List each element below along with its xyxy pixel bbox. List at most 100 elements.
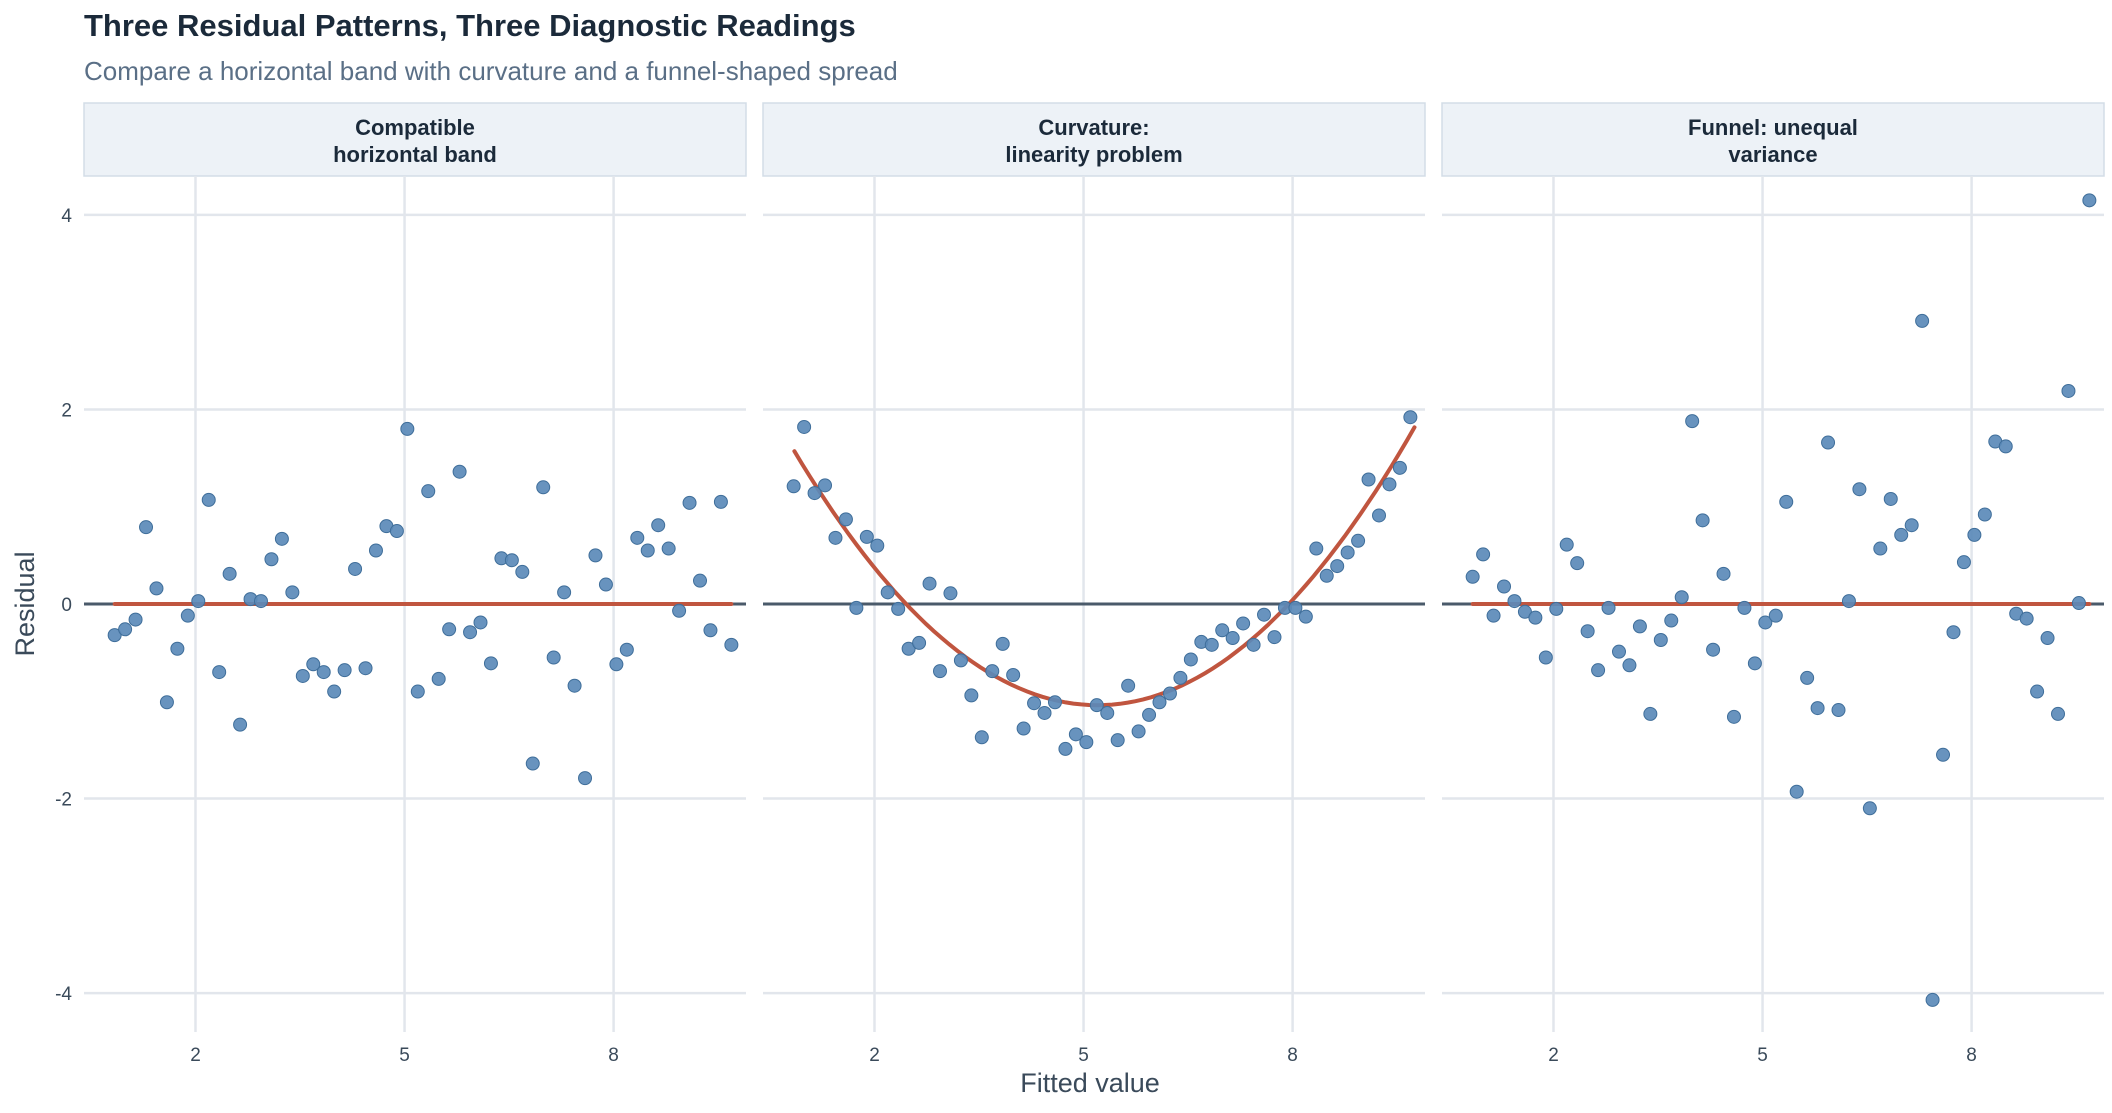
data-point [1873, 541, 1888, 556]
y-tick-label: -4 [55, 984, 72, 1005]
data-point [1016, 721, 1031, 736]
data-point [713, 494, 728, 509]
x-tick-label: 5 [1757, 1045, 1768, 1066]
data-point [159, 695, 174, 710]
y-tick-label: 2 [61, 400, 72, 421]
data-point [1507, 594, 1522, 609]
x-tick-label: 5 [399, 1045, 410, 1066]
data-point [985, 664, 1000, 679]
data-point [922, 576, 937, 591]
data-point [1925, 992, 1940, 1007]
data-point [2071, 596, 2086, 611]
chart-title: Three Residual Patterns, Three Diagnosti… [84, 8, 856, 43]
data-point [1936, 747, 1951, 762]
panel-2: Curvature:linearity problem 2 5 8 [762, 102, 1426, 1066]
data-point [1726, 709, 1741, 724]
data-point [1528, 610, 1543, 625]
data-point [2030, 684, 2045, 699]
data-point [180, 608, 195, 623]
data-point [222, 566, 237, 581]
data-point [1956, 555, 1971, 570]
data-point [1330, 559, 1345, 574]
data-point [630, 530, 645, 545]
data-point [515, 564, 530, 579]
data-point [901, 641, 916, 656]
data-point [295, 668, 310, 683]
data-point [1653, 632, 1668, 647]
data-point [703, 623, 718, 638]
data-point [1236, 616, 1251, 631]
data-point [1100, 705, 1115, 720]
data-point [818, 478, 833, 493]
data-point [327, 684, 342, 699]
data-point [609, 657, 624, 672]
data-point [400, 421, 415, 436]
data-point [1695, 513, 1710, 528]
data-point [274, 531, 289, 546]
data-point [1852, 482, 1867, 497]
data-point [1089, 698, 1104, 713]
data-point [1257, 607, 1272, 622]
panel-strip-title: Curvature: [1038, 115, 1149, 140]
data-point [1643, 706, 1658, 721]
data-point [1810, 701, 1825, 716]
data-point [1486, 608, 1501, 623]
data-point [1361, 472, 1376, 487]
data-point [891, 601, 906, 616]
data-point [849, 600, 864, 615]
x-tick-label: 5 [1078, 1045, 1089, 1066]
data-point [1288, 600, 1303, 615]
data-point [1831, 703, 1846, 718]
panel-strip-title: Compatible [355, 115, 475, 140]
x-tick-label: 8 [1287, 1045, 1298, 1066]
data-point [1779, 494, 1794, 509]
data-point [619, 642, 634, 657]
data-point [1622, 658, 1637, 673]
data-point [1862, 801, 1877, 816]
data-point [797, 419, 812, 434]
data-point [567, 678, 582, 693]
data-point [932, 664, 947, 679]
data-point [149, 581, 164, 596]
data-point [786, 479, 801, 494]
data-point [828, 530, 843, 545]
data-point [128, 612, 143, 627]
data-point [1904, 518, 1919, 533]
data-point [348, 561, 363, 576]
data-point [1664, 613, 1679, 628]
data-point [1027, 696, 1042, 711]
data-point [1967, 527, 1982, 542]
data-point [1946, 625, 1961, 640]
fitted-curve [792, 425, 1417, 708]
chart-subtitle: Compare a horizontal band with curvature… [84, 56, 898, 86]
data-point [442, 622, 457, 637]
data-point [598, 577, 613, 592]
data-point [421, 484, 436, 499]
data-point [661, 541, 676, 556]
data-point [1737, 600, 1752, 615]
data-point [233, 717, 248, 732]
data-point [953, 653, 968, 668]
panel-strip [1441, 102, 2105, 177]
data-point [1298, 609, 1313, 624]
data-point [1037, 705, 1052, 720]
data-point [1706, 642, 1721, 657]
data-point [640, 543, 655, 558]
data-point [504, 553, 519, 568]
data-point [107, 628, 122, 643]
data-point [118, 622, 133, 637]
data-point [1915, 313, 1930, 328]
data-point [693, 573, 708, 588]
panel-strip-title: linearity problem [1005, 142, 1182, 167]
data-point [463, 625, 478, 640]
data-point [1121, 678, 1136, 693]
data-point [1632, 619, 1647, 634]
data-point [483, 656, 498, 671]
data-point [1058, 741, 1073, 756]
data-point [880, 585, 895, 600]
data-point [1685, 414, 1700, 429]
y-tick-label: -2 [55, 790, 72, 811]
